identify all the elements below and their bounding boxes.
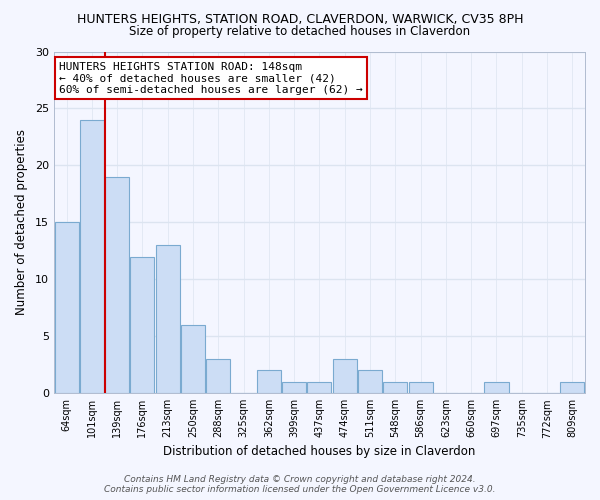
Y-axis label: Number of detached properties: Number of detached properties	[15, 130, 28, 316]
Bar	[105, 177, 129, 393]
Bar	[409, 382, 433, 393]
Bar	[333, 359, 357, 393]
Bar	[358, 370, 382, 393]
Bar	[257, 370, 281, 393]
Bar	[156, 245, 180, 393]
Bar	[282, 382, 306, 393]
Text: HUNTERS HEIGHTS, STATION ROAD, CLAVERDON, WARWICK, CV35 8PH: HUNTERS HEIGHTS, STATION ROAD, CLAVERDON…	[77, 12, 523, 26]
Bar	[307, 382, 331, 393]
Bar	[383, 382, 407, 393]
Bar	[560, 382, 584, 393]
Text: Size of property relative to detached houses in Claverdon: Size of property relative to detached ho…	[130, 25, 470, 38]
Bar	[206, 359, 230, 393]
Text: HUNTERS HEIGHTS STATION ROAD: 148sqm
← 40% of detached houses are smaller (42)
6: HUNTERS HEIGHTS STATION ROAD: 148sqm ← 4…	[59, 62, 363, 95]
X-axis label: Distribution of detached houses by size in Claverdon: Distribution of detached houses by size …	[163, 444, 476, 458]
Bar	[130, 256, 154, 393]
Bar	[80, 120, 104, 393]
Bar	[181, 325, 205, 393]
Bar	[55, 222, 79, 393]
Bar	[484, 382, 509, 393]
Text: Contains HM Land Registry data © Crown copyright and database right 2024.
Contai: Contains HM Land Registry data © Crown c…	[104, 474, 496, 494]
